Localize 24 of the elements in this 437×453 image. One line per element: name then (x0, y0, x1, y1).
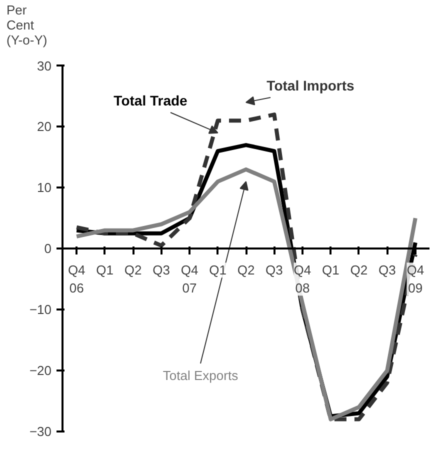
x-tick-label: Q4 08 (294, 262, 312, 296)
x-tick-label: Q1 (209, 262, 226, 278)
text: Total Trade (114, 92, 188, 108)
y-tick-label: 30 (37, 58, 52, 74)
y-tick-label: 20 (37, 119, 52, 134)
text: Total Exports (162, 368, 239, 383)
y-tick-label: −20 (29, 363, 52, 378)
x-tick-label: Q4 09 (406, 262, 424, 296)
y-tick-label: 0 (44, 241, 52, 256)
x-tick-label: Q3 (266, 262, 283, 278)
y-tick-label: −10 (29, 302, 52, 318)
y-axis-title: Per Cent (Y-o-Y) (6, 2, 48, 48)
x-tick-label: Q4 07 (180, 262, 198, 296)
x-tick-label: Q3 (152, 262, 170, 278)
x-tick-label: Q1 (96, 262, 114, 278)
y-tick-label: 10 (37, 180, 52, 196)
x-tick-label: Q2 (350, 262, 368, 278)
x-tick-label: Q1 (322, 262, 340, 278)
x-tick-label: Q3 (378, 262, 396, 278)
series-label: Total Imports (266, 78, 355, 94)
x-tick-label: Q4 06 (68, 262, 86, 296)
x-tick-label: Q2 (124, 262, 142, 278)
x-tick-label: Q2 (237, 262, 255, 278)
y-tick-label: −30 (29, 424, 52, 439)
